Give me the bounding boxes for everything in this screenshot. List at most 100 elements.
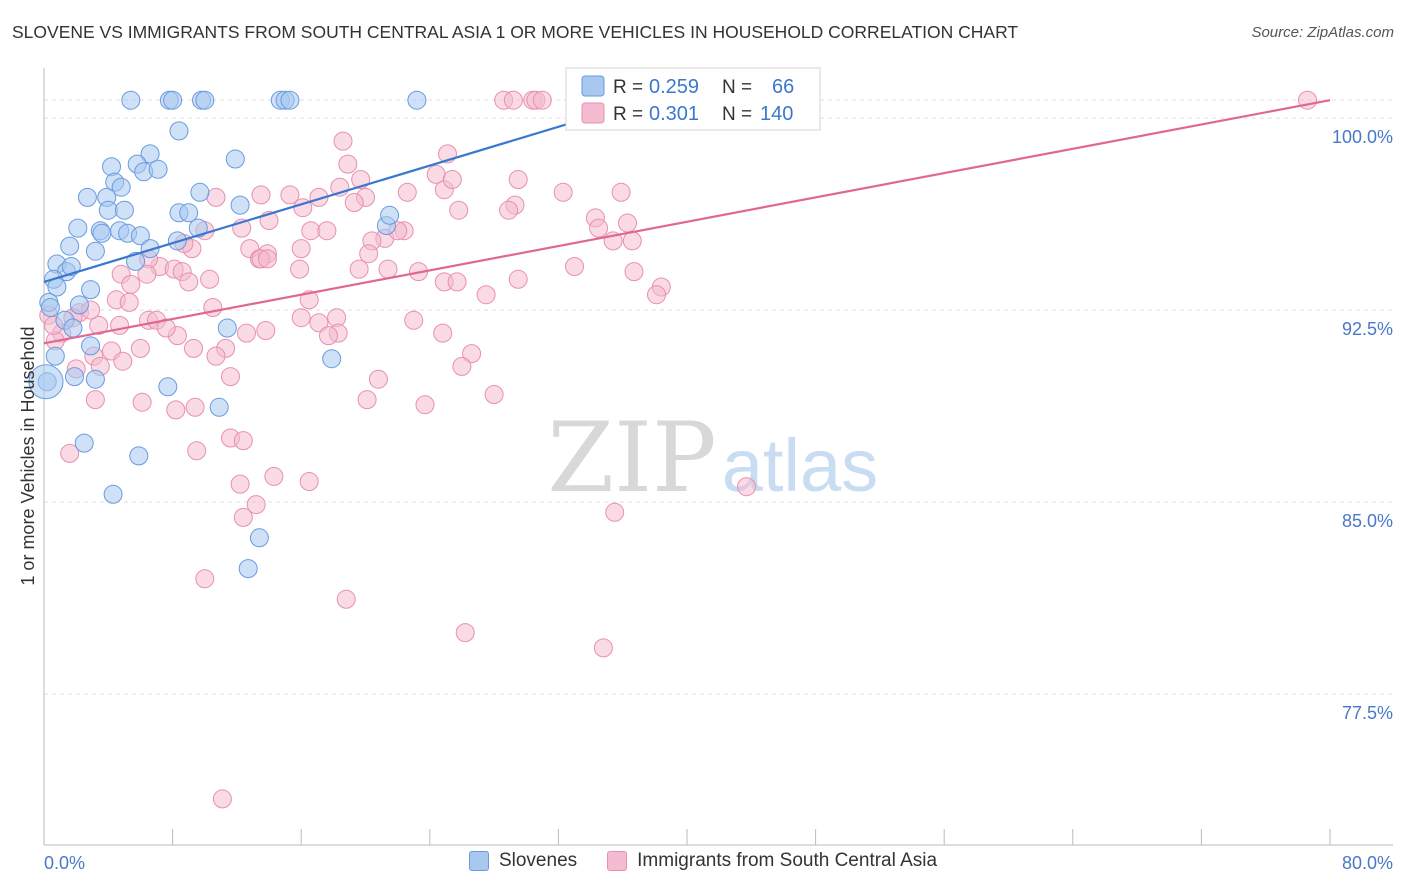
data-point-slovenes	[92, 223, 112, 243]
data-point-immigrants	[344, 193, 364, 212]
data-point-immigrants	[119, 292, 139, 312]
data-point-slovenes	[103, 484, 123, 504]
data-point-immigrants	[195, 569, 215, 589]
data-point-immigrants	[647, 285, 666, 305]
data-point-immigrants	[85, 390, 105, 410]
data-point-immigrants	[499, 200, 519, 220]
data-point-immigrants	[397, 182, 417, 202]
data-point-immigrants	[184, 338, 203, 358]
legend-r-label-pink: R =	[613, 104, 643, 125]
data-point-immigrants	[237, 323, 256, 343]
data-point-immigrants	[299, 290, 319, 310]
data-point-slovenes	[380, 205, 400, 225]
legend-swatch-blue	[581, 75, 605, 97]
data-point-immigrants	[532, 90, 552, 110]
data-point-immigrants	[251, 185, 271, 205]
data-point-immigrants	[110, 315, 130, 335]
data-point-slovenes	[129, 446, 149, 466]
data-point-immigrants	[60, 443, 80, 463]
data-point-immigrants	[484, 385, 504, 404]
data-point-immigrants	[89, 315, 109, 335]
y-tick-label: 100.0%	[1332, 127, 1393, 147]
data-point-immigrants	[212, 789, 232, 809]
y-tick-label: 85.0%	[1342, 511, 1393, 531]
data-point-immigrants	[256, 321, 276, 340]
watermark-zip: ZIP	[547, 402, 716, 514]
bottom-legend-swatch-blue	[468, 851, 489, 871]
data-point-slovenes	[63, 318, 83, 338]
data-point-immigrants	[447, 272, 467, 292]
data-point-slovenes	[225, 149, 245, 169]
data-point-slovenes	[61, 257, 81, 276]
data-point-immigrants	[476, 285, 496, 305]
bottom-legend-item-slovenes: Slovenes	[468, 850, 577, 872]
data-point-slovenes	[209, 397, 229, 417]
bottom-legend-item-immigrants: Immigrants from South Central Asia	[607, 850, 937, 872]
source-credit: Source: ZipAtlas.com	[1251, 24, 1394, 41]
data-point-immigrants	[185, 397, 205, 417]
data-point-immigrants	[132, 392, 152, 412]
trend-lines	[43, 99, 1331, 345]
legend-r-value-pink: 0.301	[649, 103, 699, 125]
data-point-slovenes	[81, 280, 101, 300]
data-point-immigrants	[359, 244, 379, 264]
data-point-slovenes	[74, 433, 94, 453]
legend: R = 0.259 N = 66 R = 0.301 N = 140	[565, 67, 821, 131]
data-point-immigrants	[200, 269, 220, 289]
data-point-slovenes	[111, 177, 131, 197]
data-point-immigrants	[309, 313, 329, 333]
data-point-immigrants	[203, 298, 223, 317]
data-point-immigrants	[452, 356, 472, 376]
data-point-immigrants	[455, 623, 475, 643]
data-point-immigrants	[291, 308, 311, 328]
data-point-immigrants	[508, 269, 528, 289]
data-point-slovenes	[40, 298, 60, 317]
y-tick-label: 77.5%	[1342, 703, 1393, 723]
data-point-immigrants	[449, 200, 469, 220]
x-tick-label-max: 80.0%	[1342, 853, 1393, 873]
data-point-immigrants	[257, 249, 277, 269]
data-point-immigrants	[130, 338, 150, 358]
data-point-slovenes	[407, 90, 427, 110]
data-point-immigrants	[593, 638, 613, 658]
data-point-immigrants	[565, 257, 584, 276]
legend-n-value-blue: 66	[772, 76, 794, 98]
grid-lines	[44, 99, 1393, 695]
data-point-immigrants	[113, 351, 133, 371]
trend-line-immigrants	[43, 99, 1331, 345]
data-point-slovenes	[140, 239, 160, 259]
data-point-slovenes	[238, 559, 258, 579]
data-point-immigrants	[301, 221, 321, 241]
data-point-immigrants	[336, 589, 356, 609]
legend-n-value-pink: 140	[760, 103, 793, 125]
data-point-slovenes	[98, 200, 118, 220]
data-point-immigrants	[187, 441, 207, 461]
data-point-slovenes	[188, 218, 208, 238]
data-point-immigrants	[156, 318, 176, 338]
bottom-legend-swatch-pink	[607, 851, 628, 871]
blue-points	[28, 90, 588, 579]
data-point-slovenes	[65, 367, 84, 387]
data-point-immigrants	[233, 431, 253, 451]
data-point-slovenes	[81, 336, 101, 356]
data-point-slovenes	[60, 236, 80, 256]
data-point-immigrants	[508, 170, 528, 189]
data-point-immigrants	[618, 213, 637, 233]
data-point-immigrants	[404, 310, 424, 330]
data-point-slovenes	[230, 195, 250, 215]
data-point-immigrants	[611, 182, 631, 202]
data-point-slovenes	[249, 528, 269, 548]
data-point-immigrants	[299, 472, 319, 491]
chart-title: SLOVENE VS IMMIGRANTS FROM SOUTH CENTRAL…	[12, 22, 1019, 42]
data-point-immigrants	[230, 474, 250, 494]
data-point-slovenes	[85, 369, 105, 389]
data-point-immigrants	[589, 218, 609, 238]
data-point-slovenes	[169, 121, 189, 141]
legend-frame	[565, 67, 821, 131]
data-point-slovenes	[45, 346, 65, 366]
data-point-immigrants	[333, 131, 353, 151]
data-point-immigrants	[121, 274, 141, 294]
data-point-immigrants	[221, 367, 240, 387]
data-point-slovenes-large	[28, 364, 64, 400]
